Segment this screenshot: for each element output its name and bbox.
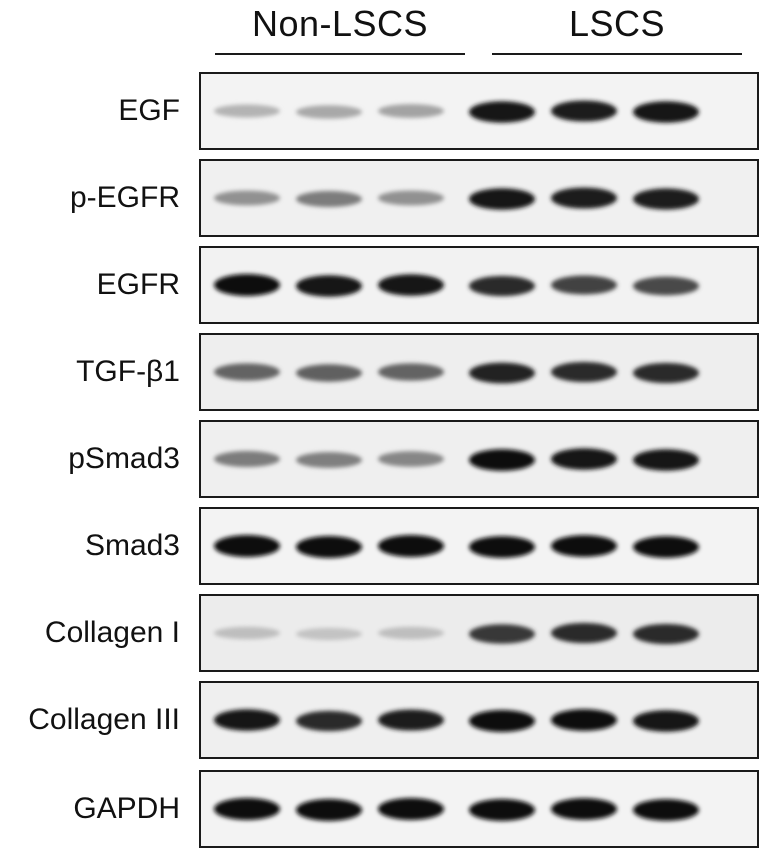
band-collagen-i-lane-3 bbox=[378, 626, 444, 640]
row-label-collagen-iii: Collagen III bbox=[28, 703, 180, 736]
blot-bands-collagen-i bbox=[214, 622, 699, 645]
blot-bands-egfr bbox=[214, 274, 699, 297]
band-tgf-1-lane-5 bbox=[551, 361, 617, 383]
band-gapdh-lane-2 bbox=[296, 799, 362, 821]
band-smad3-lane-2 bbox=[296, 536, 362, 558]
band-egfr-lane-1 bbox=[214, 274, 280, 296]
band-egf-lane-4 bbox=[469, 101, 535, 123]
band-psmad3-lane-5 bbox=[551, 448, 617, 470]
band-smad3-lane-4 bbox=[469, 536, 535, 558]
group-label-lscs: LSCS bbox=[568, 3, 666, 44]
blot-bands-collagen-iii bbox=[214, 709, 699, 732]
band-collagen-i-lane-4 bbox=[469, 624, 535, 644]
band-egfr-lane-6 bbox=[633, 276, 699, 296]
band-collagen-iii-lane-6 bbox=[633, 710, 699, 732]
band-gapdh-lane-6 bbox=[633, 799, 699, 821]
blot-bands-p-egfr bbox=[214, 187, 699, 210]
band-egf-lane-1 bbox=[214, 104, 280, 118]
blot-panel-psmad3 bbox=[199, 420, 759, 498]
band-egfr-lane-3 bbox=[378, 274, 444, 296]
band-collagen-i-lane-1 bbox=[214, 626, 280, 640]
band-egf-lane-3 bbox=[378, 104, 444, 118]
row-label-gapdh: GAPDH bbox=[73, 792, 180, 825]
blot-bands-smad3 bbox=[214, 535, 699, 558]
band-psmad3-lane-2 bbox=[296, 452, 362, 468]
band-egf-lane-5 bbox=[551, 100, 617, 122]
blot-panel-egfr bbox=[199, 246, 759, 324]
band-p-egfr-lane-1 bbox=[214, 190, 280, 206]
band-collagen-iii-lane-5 bbox=[551, 709, 617, 731]
band-egfr-lane-2 bbox=[296, 275, 362, 297]
band-egf-lane-6 bbox=[633, 101, 699, 123]
row-label-egfr: EGFR bbox=[96, 268, 180, 301]
band-gapdh-lane-4 bbox=[469, 799, 535, 821]
band-smad3-lane-3 bbox=[378, 535, 444, 557]
band-collagen-i-lane-2 bbox=[296, 627, 362, 641]
band-collagen-iii-lane-1 bbox=[214, 709, 280, 731]
blot-panel-collagen-iii bbox=[199, 681, 759, 759]
band-p-egfr-lane-4 bbox=[469, 188, 535, 210]
band-gapdh-lane-1 bbox=[214, 798, 280, 820]
band-smad3-lane-1 bbox=[214, 535, 280, 557]
blot-panel-egf bbox=[199, 72, 759, 150]
band-gapdh-lane-5 bbox=[551, 798, 617, 820]
band-collagen-iii-lane-4 bbox=[469, 710, 535, 732]
band-collagen-i-lane-6 bbox=[633, 623, 699, 645]
blot-panel-tgf-1 bbox=[199, 333, 759, 411]
band-smad3-lane-5 bbox=[551, 535, 617, 557]
blot-bands-gapdh bbox=[214, 798, 699, 821]
band-tgf-1-lane-1 bbox=[214, 363, 280, 381]
group-label-non-lscs: Non-LSCS bbox=[251, 3, 429, 44]
band-p-egfr-lane-5 bbox=[551, 187, 617, 209]
band-collagen-i-lane-5 bbox=[551, 622, 617, 644]
blot-bands-egf bbox=[214, 100, 699, 123]
row-label-psmad3: pSmad3 bbox=[68, 442, 180, 475]
band-psmad3-lane-6 bbox=[633, 449, 699, 471]
band-egfr-lane-4 bbox=[469, 275, 535, 297]
blot-panel-gapdh bbox=[199, 770, 759, 848]
row-label-smad3: Smad3 bbox=[84, 529, 180, 562]
band-tgf-1-lane-6 bbox=[633, 362, 699, 384]
band-tgf-1-lane-3 bbox=[378, 363, 444, 381]
band-egf-lane-2 bbox=[296, 105, 362, 119]
blot-panel-p-egfr bbox=[199, 159, 759, 237]
band-collagen-iii-lane-2 bbox=[296, 710, 362, 732]
group-line-lscs bbox=[492, 53, 742, 55]
band-psmad3-lane-1 bbox=[214, 451, 280, 467]
band-psmad3-lane-4 bbox=[469, 449, 535, 471]
band-p-egfr-lane-3 bbox=[378, 190, 444, 206]
group-line-non-lscs bbox=[215, 53, 465, 55]
blot-panel-collagen-i bbox=[199, 594, 759, 672]
band-tgf-1-lane-4 bbox=[469, 362, 535, 384]
row-label-p-egfr: p-EGFR bbox=[69, 181, 180, 214]
blot-panel-smad3 bbox=[199, 507, 759, 585]
band-collagen-iii-lane-3 bbox=[378, 709, 444, 731]
row-label-collagen-i: Collagen I bbox=[44, 616, 180, 649]
band-p-egfr-lane-2 bbox=[296, 191, 362, 207]
band-psmad3-lane-3 bbox=[378, 451, 444, 467]
blot-bands-psmad3 bbox=[214, 448, 699, 471]
row-label-tgf-1: TGF-β1 bbox=[76, 355, 180, 388]
blot-bands-tgf-1 bbox=[214, 361, 699, 384]
band-gapdh-lane-3 bbox=[378, 798, 444, 820]
band-egfr-lane-5 bbox=[551, 275, 617, 295]
row-label-egf: EGF bbox=[118, 94, 180, 127]
band-smad3-lane-6 bbox=[633, 536, 699, 558]
band-tgf-1-lane-2 bbox=[296, 364, 362, 382]
band-p-egfr-lane-6 bbox=[633, 188, 699, 210]
